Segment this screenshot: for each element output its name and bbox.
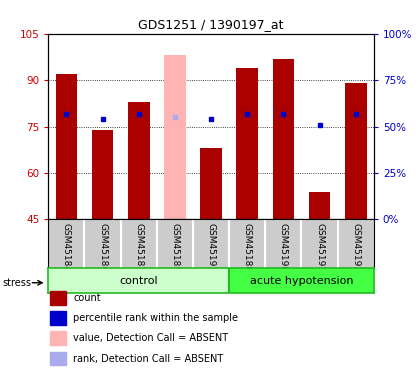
Bar	[92, 130, 113, 219]
Bar	[273, 58, 294, 219]
Text: GSM45193: GSM45193	[207, 223, 215, 272]
Bar	[50, 311, 66, 325]
Text: acute hypotension: acute hypotension	[250, 276, 353, 286]
Text: count: count	[74, 293, 101, 303]
Text: control: control	[119, 276, 158, 286]
Text: GSM45186: GSM45186	[98, 223, 107, 272]
Text: stress: stress	[2, 278, 31, 288]
Bar	[50, 291, 66, 305]
Text: GSM45187: GSM45187	[134, 223, 143, 272]
Text: GSM45191: GSM45191	[315, 223, 324, 272]
Text: GSM45192: GSM45192	[351, 223, 360, 272]
Text: GSM45190: GSM45190	[279, 223, 288, 272]
Text: GSM45184: GSM45184	[62, 223, 71, 272]
Text: percentile rank within the sample: percentile rank within the sample	[74, 313, 238, 323]
Text: GSM45189: GSM45189	[171, 223, 179, 272]
Bar	[236, 68, 258, 219]
Bar	[50, 332, 66, 345]
Title: GDS1251 / 1390197_at: GDS1251 / 1390197_at	[138, 18, 284, 31]
Bar	[309, 192, 331, 219]
Bar	[200, 148, 222, 219]
Text: GSM45188: GSM45188	[243, 223, 252, 272]
Text: value, Detection Call = ABSENT: value, Detection Call = ABSENT	[74, 333, 228, 344]
Bar	[50, 352, 66, 365]
Bar	[55, 74, 77, 219]
Bar	[345, 83, 367, 219]
Bar	[229, 268, 374, 293]
Text: rank, Detection Call = ABSENT: rank, Detection Call = ABSENT	[74, 354, 223, 363]
Bar	[128, 102, 150, 219]
Bar	[164, 56, 186, 219]
